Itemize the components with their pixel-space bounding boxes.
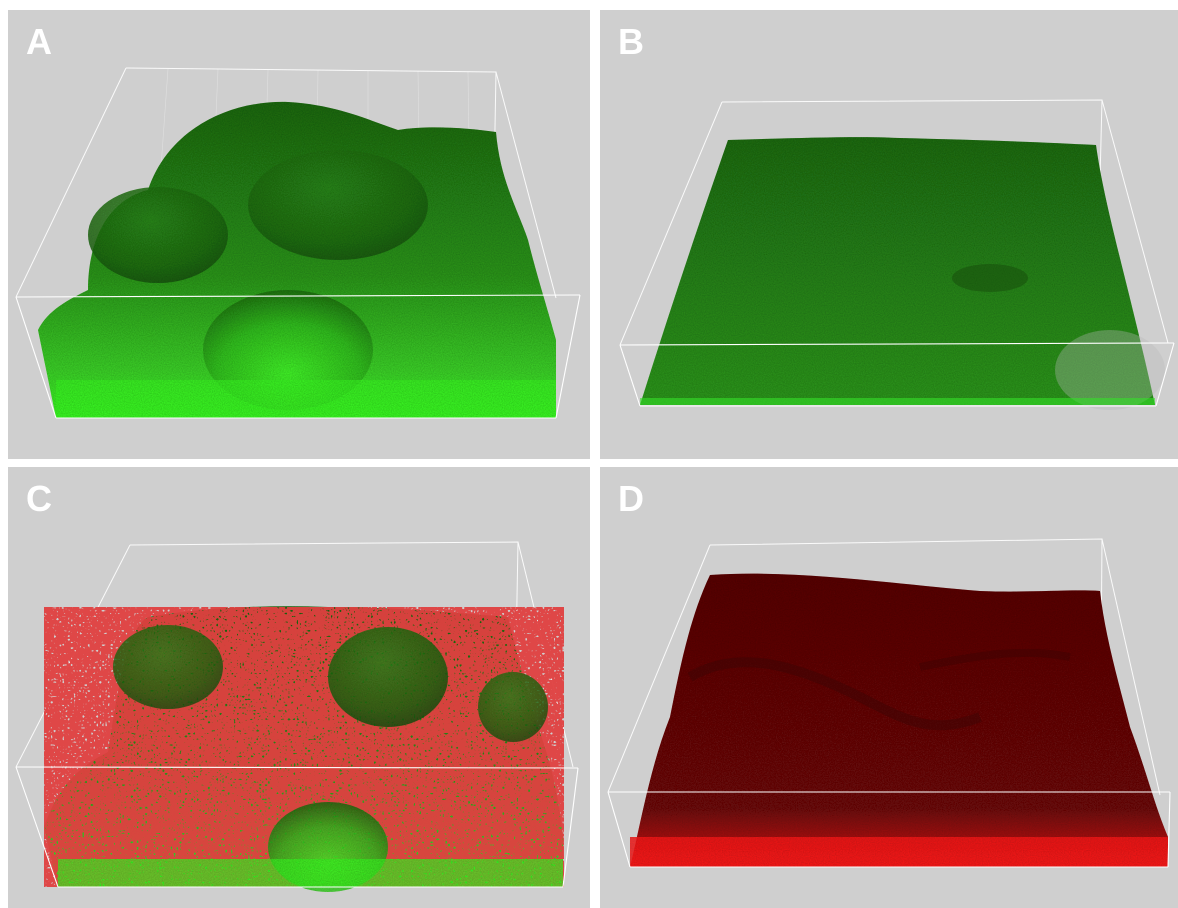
dome bbox=[88, 187, 228, 283]
surface-depression bbox=[952, 264, 1028, 292]
sparse-region bbox=[1055, 330, 1165, 410]
biofilm-base bbox=[630, 837, 1168, 867]
dome bbox=[478, 672, 548, 742]
surface-fold bbox=[919, 648, 1071, 671]
bounding-box-front bbox=[15, 294, 581, 419]
biofilm-base bbox=[640, 398, 1155, 405]
panel-c-render bbox=[15, 541, 579, 892]
biofilm-surface bbox=[38, 101, 556, 418]
biofilm-surface bbox=[640, 137, 1155, 405]
panel-letter: C bbox=[26, 478, 52, 519]
bounding-box-front bbox=[607, 791, 1171, 868]
panel-a-render bbox=[15, 67, 581, 419]
bounding-box-front bbox=[619, 342, 1175, 407]
dome bbox=[328, 627, 448, 727]
dome bbox=[248, 150, 428, 260]
panel-d-render bbox=[607, 538, 1171, 868]
panel-letter: D bbox=[618, 478, 644, 519]
panel-c: C bbox=[8, 467, 590, 908]
panel-b: B bbox=[600, 10, 1178, 459]
panel-b-render bbox=[619, 99, 1175, 410]
panel-a: A bbox=[8, 10, 590, 459]
dome bbox=[113, 625, 223, 709]
biofilm-base bbox=[56, 380, 556, 418]
bounding-box-front bbox=[15, 766, 579, 888]
panel-letter: A bbox=[26, 21, 52, 62]
panel-letter: B bbox=[618, 21, 644, 62]
surface-fold bbox=[687, 657, 982, 731]
biofilm-base bbox=[58, 859, 563, 887]
panel-d: D bbox=[600, 467, 1178, 908]
